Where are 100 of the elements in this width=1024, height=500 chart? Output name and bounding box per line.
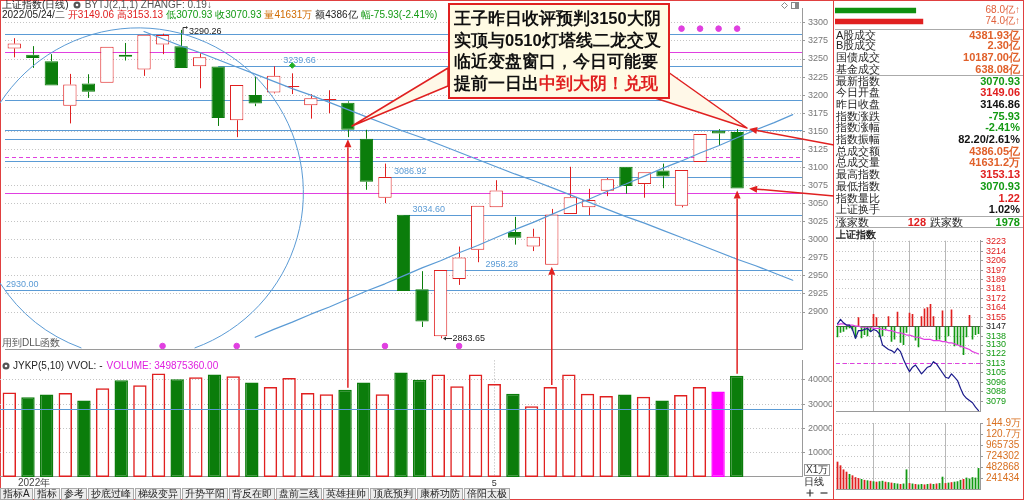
text: 3070.93 <box>980 75 1020 88</box>
y-tick-label: 3175 <box>808 107 829 118</box>
y-tick-label: 3025 <box>808 216 829 227</box>
annotation: 开3149.06 <box>67 9 114 20</box>
annotation: 王子昨日收评预判3150大阴 <box>454 8 661 29</box>
annotation: 2022年 <box>18 476 51 488</box>
text: 10187.00亿 <box>963 50 1020 63</box>
y-tick-label: 3138 <box>986 330 1007 341</box>
category-label: 跌家数 <box>930 216 963 229</box>
y-tick-label: 2950 <box>808 270 829 281</box>
y-tick-label: 3172 <box>986 292 1007 303</box>
category-label: 总成交额 <box>836 144 880 158</box>
ref-line-label: 3086.92 <box>393 166 427 177</box>
chart-subtitle: BYTJ(2,1,1) ZHANGF: 0.19↓ <box>84 0 212 10</box>
y-tick-label: 3223 <box>986 236 1007 247</box>
text: -75.93 <box>988 109 1020 122</box>
y-tick-label: 3164 <box>986 301 1007 312</box>
annotation: 中到大阴！兑现 <box>539 73 658 92</box>
text: 顶底预判 <box>369 488 416 500</box>
category-label: 总成交量 <box>836 156 880 170</box>
y-tick-label: 30000 <box>808 398 834 409</box>
y-tick-label: 3122 <box>986 348 1007 359</box>
text: 梯级变异 <box>134 488 181 500</box>
text: 1978 <box>995 216 1020 229</box>
category-label: 指数量比 <box>836 191 880 205</box>
category-label: A股成交 <box>836 28 877 41</box>
text: 背反在即 <box>228 488 275 500</box>
y-tick-label: 241434 <box>986 471 1020 483</box>
y-tick-label: 3200 <box>808 89 829 100</box>
annotation: 量41631万 <box>264 9 313 20</box>
y-tick-label: 3275 <box>808 35 829 46</box>
text: 1.22 <box>998 191 1020 204</box>
ref-line-label: 3034.60 <box>412 204 446 215</box>
annotation: 低3070.93 <box>166 9 213 20</box>
y-tick-label: 3100 <box>808 161 829 172</box>
chart-title: JYKP(5,10) VVOL: - <box>13 360 103 372</box>
annotation: 3290.26 <box>189 26 222 37</box>
text: 4381.93亿 <box>969 28 1020 41</box>
annotation: 用到DLL函数 <box>2 337 61 348</box>
ref-line-label: 3239.66 <box>283 55 316 66</box>
category-label: 今日开盘 <box>836 86 880 99</box>
text: 82.20/2.61% <box>958 132 1020 145</box>
y-tick-label: 20000 <box>808 422 834 433</box>
text: 盘前三线 <box>275 488 322 500</box>
y-tick-label: 3000 <box>808 234 829 245</box>
y-tick-label: 3214 <box>986 246 1007 257</box>
category-label: 指数振幅 <box>836 132 880 145</box>
text: 3149.06 <box>980 86 1020 99</box>
category-label: 最高指数 <box>836 168 880 181</box>
text: -2.41% <box>985 121 1020 134</box>
y-tick-label: 3125 <box>808 143 829 154</box>
y-tick-label: 3075 <box>808 179 829 190</box>
category-label: 指数涨幅 <box>836 121 880 134</box>
annotation: 2863.65 <box>452 332 486 343</box>
y-tick-label: 3096 <box>986 377 1007 388</box>
x-tick-label: 5 <box>491 477 497 488</box>
y-tick-label: 2900 <box>808 306 829 317</box>
annotation: 提前一日出 <box>454 73 539 92</box>
y-tick-label: 3181 <box>986 282 1007 293</box>
y-tick-label: 3155 <box>986 311 1007 322</box>
y-tick-label: 40000 <box>808 374 834 385</box>
ref-line-label: 2930.00 <box>6 279 39 290</box>
text: 638.08亿 <box>975 62 1020 75</box>
y-tick-label: 3113 <box>986 358 1006 369</box>
data-label: 74.0亿↑ <box>985 15 1020 27</box>
text: 倍阳太极 <box>463 488 510 500</box>
y-tick-label: 2975 <box>808 252 829 263</box>
text: 英雄挂帅 <box>322 488 369 500</box>
y-tick-label: 3300 <box>808 17 829 28</box>
text: 康桥功防 <box>416 488 463 500</box>
y-tick-label: 2925 <box>808 288 829 299</box>
text: 2.30亿 <box>987 39 1020 52</box>
y-tick-label: 10000 <box>808 447 834 458</box>
text: 4386.05亿 <box>969 144 1020 157</box>
category-label: 最低指数 <box>836 179 880 192</box>
y2-tick-label: 144.9万 <box>986 416 1022 428</box>
text: 指标A <box>0 488 33 500</box>
category-label: 最新指数 <box>836 75 880 88</box>
y-tick-label: 3250 <box>808 53 829 64</box>
chart-title: 上证指数 <box>836 229 876 240</box>
text: 128 <box>907 216 926 229</box>
annotation: 幅-75.93(-2.41%) <box>360 9 438 20</box>
category-label: B股成交 <box>836 39 877 52</box>
y-tick-label: 3050 <box>808 198 829 209</box>
y-tick-label: 3206 <box>986 255 1007 266</box>
y-tick-label: 3079 <box>986 396 1007 407</box>
y-tick-label: 3105 <box>986 367 1007 378</box>
text: 抄底过峰 <box>87 488 134 500</box>
y-tick-label: 482868 <box>986 460 1020 472</box>
y-tick-label: 3088 <box>986 386 1007 397</box>
y2-tick-label: 120.7万 <box>986 427 1022 439</box>
y-tick-label: 965735 <box>986 438 1020 450</box>
annotation: 额4386亿 <box>315 9 358 20</box>
category-label: 昨日收盘 <box>836 97 880 110</box>
y-tick-label: 724302 <box>986 449 1020 461</box>
text: 41631.2万 <box>969 156 1020 169</box>
category-label: 基金成交 <box>836 62 880 76</box>
text: 升势平阳 <box>181 488 228 500</box>
category-label: 涨家数 <box>836 216 869 229</box>
y-tick-label: 3225 <box>808 71 829 82</box>
